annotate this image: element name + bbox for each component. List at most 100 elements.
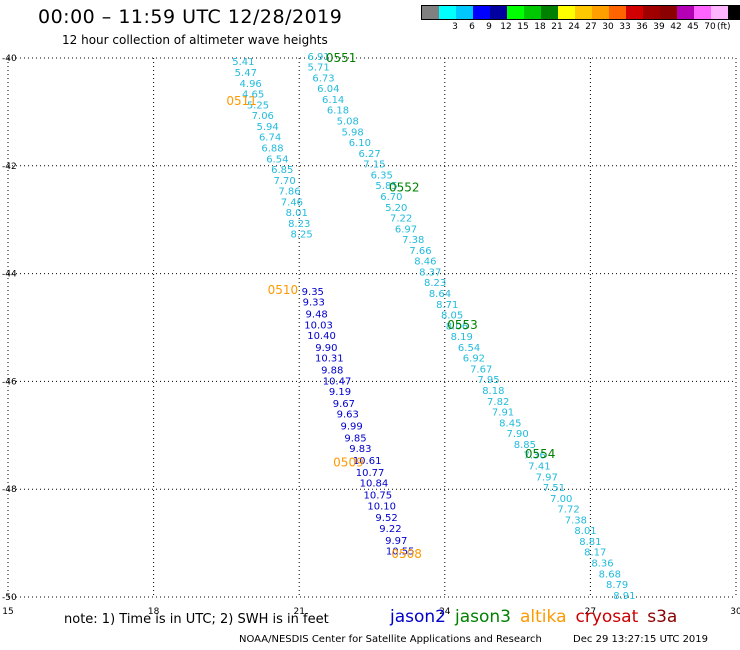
wave-height-point-jason3: 5.41 [232,57,254,68]
wave-height-point-jason3: 6.70 [380,192,402,203]
wave-height-point-jason2: 9.35 [302,287,324,298]
wave-height-point-jason2: 10.40 [307,331,336,342]
legend-swatch [439,6,456,19]
color-legend: (ft) 3 6 9 12 15 18 21 24 27 30 33 36 39 42 45 70 [421,5,740,34]
wave-height-point-jason3: 6.74 [259,133,281,144]
legend-label: 39 [653,22,665,32]
legend-label: 3 [452,22,458,32]
wave-height-point-jason3: 7.97 [536,472,558,483]
legend-label: 42 [670,22,682,32]
legend-swatch [558,6,575,19]
legend-label: 45 [687,22,699,32]
pass-time-label: 0551 [326,51,357,65]
wave-height-point-jason3: 8.71 [436,300,458,311]
wave-height-point-jason3: 8.36 [591,559,613,570]
wave-height-point-jason3: 7.91 [492,408,514,419]
footer-agency: NOAA/NESDIS Center for Satellite Applica… [239,634,542,645]
wave-height-point-jason3: 8.37 [419,267,441,278]
wave-height-point-jason2: 9.19 [329,387,351,398]
wave-height-point-jason3: 7.82 [487,397,509,408]
legend-unit: (ft) [717,22,731,32]
wave-height-point-jason3: 5.47 [235,68,257,79]
satellite-legend-jason2: jason2 [390,607,446,627]
legend-label: 21 [551,22,563,32]
pass-time-label: 0553 [447,318,478,332]
wave-height-point-jason3: 6.88 [261,143,283,154]
wave-height-point-jason2: 10.47 [323,376,352,387]
legend-swatch [507,6,524,19]
legend-swatch [541,6,558,19]
time-label-layer: 0551 0552 0553 0554 0511 0510 0509 0508 [226,51,555,561]
wave-height-point-jason3: 4.65 [242,90,264,101]
wave-height-point-jason2: 9.63 [337,410,359,421]
x-tick-label: 30 [730,607,740,617]
wave-height-point-jason3: 7.86 [278,187,300,198]
wave-height-point-jason3: 7.22 [390,214,412,225]
legend-label: 24 [568,22,580,32]
wave-height-point-jason3: 8.17 [584,548,606,559]
wave-height-point-jason3: 6.54 [458,343,480,354]
grid-layer [7,57,737,598]
pass-time-label: 0510 [268,283,299,297]
wave-height-point-jason3: 8.46 [414,257,436,268]
wave-height-point-jason3: 6.54 [266,154,288,165]
wave-height-point-jason3: 5.08 [337,117,359,128]
wave-height-point-jason2: 10.31 [315,354,344,365]
wave-height-point-jason3: 6.27 [358,149,380,160]
wave-height-point-jason3: 7.66 [409,246,431,257]
legend-color-bar [421,5,740,20]
wave-height-point-jason2: 9.22 [379,524,401,535]
legend-label: 18 [534,22,546,32]
pass-time-label: 0552 [389,180,420,194]
wave-height-point-jason2: 9.99 [340,422,362,433]
footer-timestamp: Dec 29 13:27:15 UTC 2019 [573,634,709,645]
legend-swatch [711,6,728,19]
legend-swatch [490,6,507,19]
tick-layer: 15 18 21 24 27 30 -40 -42 -44 -46 -48 -50 [2,54,740,617]
pass-time-label: 0509 [333,455,364,469]
wave-height-point-jason3: 6.35 [371,170,393,181]
wave-height-point-jason2: 10.77 [356,468,385,479]
satellite-legend: jason2 jason3 altika cryosat s3a [390,607,686,627]
wave-height-point-jason3: 6.91 [307,52,329,63]
legend-swatch [677,6,694,19]
pass-time-label: 0511 [226,94,257,108]
wave-height-point-jason2: 10.10 [367,501,396,512]
wave-height-point-jason2: 10.84 [360,479,389,490]
wave-height-point-jason3: 8.19 [451,332,473,343]
wave-height-point-jason2: 10.75 [364,491,393,502]
wave-height-point-jason3: 7.46 [281,197,303,208]
page-subtitle: 12 hour collection of altimeter wave hei… [62,33,328,47]
wave-height-point-jason3: 7.00 [550,494,572,505]
wave-height-point-jason3: 8.23 [288,219,310,230]
wave-height-point-jason3: 7.38 [565,515,587,526]
legend-swatch [575,6,592,19]
wave-height-point-jason3: 5.98 [341,127,363,138]
legend-swatch [609,6,626,19]
wave-height-point-jason3: 8.64 [429,289,451,300]
legend-swatch [524,6,541,19]
legend-labels: (ft) 3 6 9 12 15 18 21 24 27 30 33 36 39 42 45 70 [421,20,730,34]
x-tick-label: 15 [2,607,13,617]
wave-height-point-jason3: 8.85 [514,440,536,451]
wave-height-point-jason3: 6.97 [395,224,417,235]
wave-height-point-jason2: 9.52 [375,513,397,524]
wave-height-point-jason3: 7.06 [252,111,274,122]
wave-height-point-jason3: 8.01 [286,208,308,219]
y-tick-label: -42 [2,162,17,172]
wave-height-point-jason2: 10.03 [304,320,333,331]
satellite-legend-s3a: s3a [647,607,678,627]
wave-height-point-jason2: 9.83 [349,444,371,455]
page-title: 00:00 – 11:59 UTC 12/28/2019 [38,6,343,28]
y-tick-label: -48 [2,485,17,495]
y-tick-label: -40 [2,54,17,64]
legend-swatch [456,6,473,19]
wave-height-point-jason3: 7.51 [543,483,565,494]
wave-height-point-jason3: 5.94 [257,122,279,133]
satellite-legend-altika: altika [520,607,567,627]
wave-height-point-jason3: 8.06 [446,321,468,332]
x-tick-label: 21 [293,607,304,617]
wave-height-point-jason3: 7.72 [557,505,579,516]
wave-height-point-jason2: 9.33 [303,298,325,309]
